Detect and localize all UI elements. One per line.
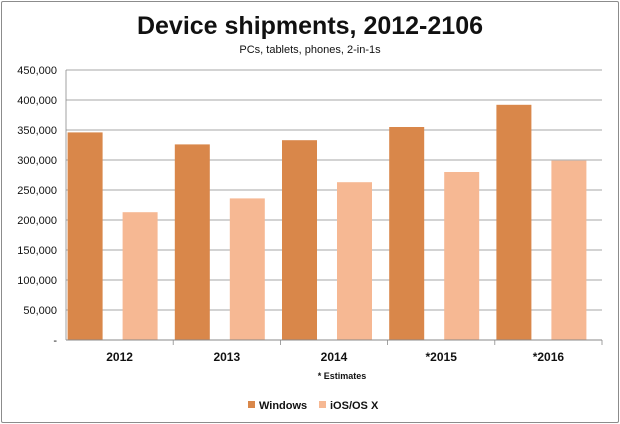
x-axis-ticks: 2012 2013 2014 *2015 *2016 bbox=[106, 340, 603, 364]
bar-windows-2016 bbox=[496, 104, 532, 340]
bar-windows-2015 bbox=[389, 127, 425, 340]
y-tick-label: 250,000 bbox=[17, 185, 57, 197]
legend-swatch-windows bbox=[248, 401, 255, 408]
chart-title: Device shipments, 2012-2106 bbox=[136, 12, 484, 40]
legend-label: iOS/OS X bbox=[330, 400, 379, 412]
x-tick-label: *2016 bbox=[533, 350, 565, 364]
y-tick-label: 350,000 bbox=[17, 125, 57, 137]
x-tick-label: 2014 bbox=[321, 350, 348, 364]
y-axis-ticks: - 50,000 100,000 150,000 200,000 250,000 300,0… bbox=[17, 65, 57, 347]
y-tick-label: 200,000 bbox=[17, 215, 57, 227]
bar-ios-os-x-2016 bbox=[551, 160, 587, 340]
bar-ios-os-x-2014 bbox=[337, 182, 372, 340]
bar-windows-2014 bbox=[282, 140, 317, 340]
legend-swatch-ios-os-x bbox=[319, 401, 326, 408]
x-tick-label: 2013 bbox=[213, 350, 240, 364]
y-tick-label: 400,000 bbox=[17, 95, 57, 107]
bar-windows-2013 bbox=[174, 144, 210, 340]
bar-ios-os-x-2015 bbox=[444, 172, 480, 340]
bars bbox=[67, 104, 587, 340]
y-tick-label: 450,000 bbox=[17, 65, 57, 77]
y-tick-label: 100,000 bbox=[17, 275, 57, 287]
y-tick-label: 50,000 bbox=[23, 305, 57, 317]
x-tick-label: *2015 bbox=[426, 350, 458, 364]
y-tick-label: - bbox=[53, 335, 57, 347]
legend: Windows iOS/OS X bbox=[248, 400, 379, 412]
bar-ios-os-x-2013 bbox=[229, 198, 265, 340]
bar-ios-os-x-2012 bbox=[122, 212, 158, 340]
bar-windows-2012 bbox=[67, 132, 103, 340]
chart-subtitle: PCs, tablets, phones, 2-in-1s bbox=[239, 44, 381, 56]
x-tick-label: 2012 bbox=[106, 350, 133, 364]
estimates-note: * Estimates bbox=[318, 371, 367, 381]
legend-label: Windows bbox=[259, 400, 307, 412]
y-tick-label: 300,000 bbox=[17, 155, 57, 167]
y-tick-label: 150,000 bbox=[17, 245, 57, 257]
